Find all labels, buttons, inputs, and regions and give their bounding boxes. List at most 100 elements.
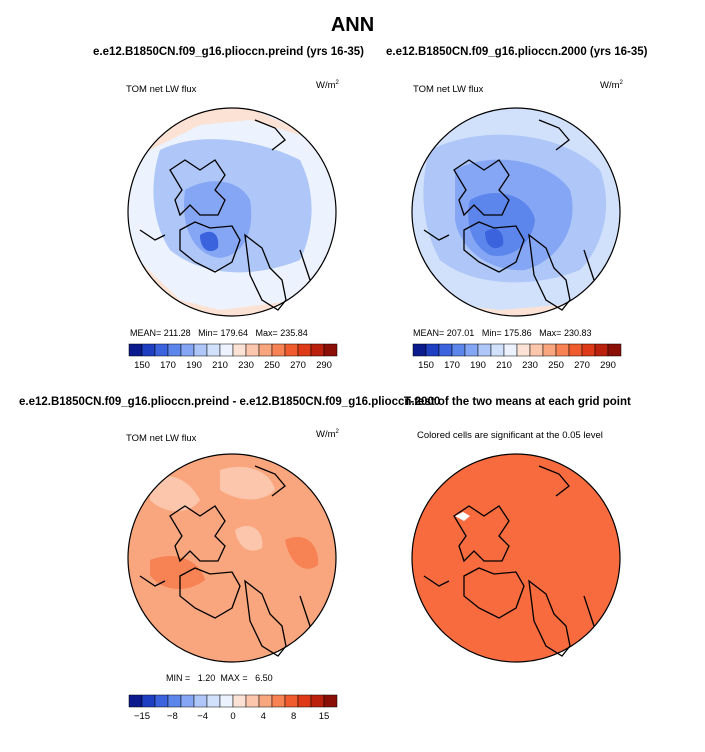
colorbar-difference-swatch: [128, 694, 143, 708]
map-2000: [412, 108, 620, 316]
max-value-difference: 6.50: [255, 673, 273, 683]
colorbar-2000-swatch: [451, 343, 466, 357]
colorbar-difference-swatch: [219, 694, 234, 708]
colorbar-2000-tick-label: 150: [418, 360, 434, 371]
variable-label-2000: TOM net LW flux: [413, 84, 484, 95]
colorbar-2000-swatch: [555, 343, 570, 357]
colorbar-preind: 150 170 190 210 230 250 270 290: [128, 343, 338, 371]
colorbar-2000-swatch: [425, 343, 440, 357]
map-difference-patch-d: [285, 536, 319, 569]
colorbar-2000-tick-label: 170: [444, 360, 460, 371]
page-title: ANN: [330, 14, 375, 36]
colorbar-2000-tick-label: 210: [496, 360, 512, 371]
coastlines-preind: [139, 119, 311, 311]
units-label-difference: W/m2: [316, 429, 339, 441]
colorbar-preind-swatch: [310, 343, 325, 357]
colorbar-preind-swatch: [297, 343, 312, 357]
colorbar-preind-swatch: [180, 343, 195, 357]
map-insignificant-cell: [455, 512, 470, 521]
colorbar-preind-swatch: [154, 343, 169, 357]
min-value-2000: 175.86: [504, 328, 532, 338]
colorbar-difference-swatch: [206, 694, 221, 708]
min-value-difference: 1.20: [197, 673, 216, 683]
colorbar-preind-swatch: [271, 343, 286, 357]
colorbar-preind-swatch: [167, 343, 182, 357]
colorbar-difference-tick-label: 0: [230, 711, 235, 722]
colorbar-preind-tick-label: 170: [160, 360, 176, 371]
colorbar-2000-swatch: [503, 343, 518, 357]
colorbar-preind-tick-label: 250: [264, 360, 280, 371]
units-label-preind: W/m2: [316, 80, 339, 92]
colorbar-preind-swatch: [258, 343, 273, 357]
colorbar-difference-tick-label: −4: [197, 711, 208, 722]
colorbar-2000-tick-label: 230: [522, 360, 538, 371]
colorbar-preind-swatch: [128, 343, 143, 357]
colorbar-difference-tick-label: −8: [167, 711, 178, 722]
colorbar-2000-swatch: [594, 343, 609, 357]
colorbar-preind-swatch: [206, 343, 221, 357]
colorbar-preind-tick-label: 230: [238, 360, 254, 371]
map-significance-base: [412, 454, 620, 662]
colorbar-difference-swatch: [180, 694, 195, 708]
map-difference-patch-b: [220, 466, 275, 500]
colorbar-difference-swatch: [154, 694, 169, 708]
units-label-2000: W/m2: [600, 80, 623, 92]
colorbar-2000-tick-label: 250: [548, 360, 564, 371]
colorbar-preind-swatch: [141, 343, 156, 357]
colorbar-difference-tick-label: −15: [134, 711, 150, 722]
max-value-preind: 235.84: [280, 328, 308, 338]
min-value-preind: 179.64: [220, 328, 248, 338]
colorbar-2000-swatch: [529, 343, 544, 357]
variable-label-difference: TOM net LW flux: [126, 433, 197, 444]
colorbar-2000-swatch: [607, 343, 622, 357]
panel-title-preind: e.e12.B1850CN.f09_g16.plioccn.preind (yr…: [93, 46, 365, 58]
colorbar-2000-swatch: [568, 343, 583, 357]
colorbar-preind-swatch: [323, 343, 338, 357]
colorbar-2000-swatch: [412, 343, 427, 357]
colorbar-difference-swatch: [310, 694, 325, 708]
colorbar-difference-swatch: [284, 694, 299, 708]
colorbar-preind-tick-label: 270: [290, 360, 306, 371]
colorbar-difference-swatch: [141, 694, 156, 708]
colorbar-difference-tick-label: 15: [319, 711, 330, 722]
colorbar-difference-swatch: [297, 694, 312, 708]
max-value-2000: 230.83: [563, 328, 592, 338]
mean-value-preind: 211.28: [163, 328, 191, 338]
stats-preind: MEAN= 211.28 Min= 179.64 Max= 235.84: [130, 328, 308, 338]
colorbar-2000-tick-label: 190: [470, 360, 486, 371]
colorbar-difference-swatch: [271, 694, 286, 708]
mean-value-2000: 207.01: [446, 328, 475, 338]
stats-2000: MEAN= 207.01 Min= 175.86 Max= 230.83: [413, 328, 592, 338]
map-difference-patch-a: [150, 476, 200, 512]
stats-difference: MIN = 1.20 MAX = 6.50: [166, 673, 273, 683]
colorbar-2000-swatch: [464, 343, 479, 357]
colorbar-2000-tick-label: 290: [600, 360, 616, 371]
colorbar-preind-tick-label: 210: [212, 360, 228, 371]
panel-title-2000: e.e12.B1850CN.f09_g16.plioccn.2000 (yrs …: [386, 46, 648, 58]
colorbar-difference-swatch: [258, 694, 273, 708]
coastlines-difference: [139, 465, 311, 657]
colorbar-difference-swatch: [245, 694, 260, 708]
map-preind: [128, 108, 336, 316]
coastlines-significance: [423, 465, 595, 657]
colorbar-2000-swatch: [477, 343, 492, 357]
colorbar-2000-swatch: [490, 343, 505, 357]
panel-title-ttest: T-test of the two means at each grid poi…: [404, 396, 631, 408]
colorbar-preind-swatch: [284, 343, 299, 357]
colorbar-preind-swatch: [193, 343, 208, 357]
colorbar-2000: 150 170 190 210 230 250 270 290: [412, 343, 622, 371]
variable-label-preind: TOM net LW flux: [126, 84, 197, 95]
colorbar-2000-tick-label: 270: [574, 360, 590, 371]
colorbar-difference: −15 −8 −4 0 4 8 15: [128, 694, 338, 722]
colorbar-preind-swatch: [232, 343, 247, 357]
colorbar-difference-tick-label: 4: [261, 711, 266, 722]
colorbar-2000-swatch: [542, 343, 557, 357]
significance-subtitle: Colored cells are significant at the 0.0…: [417, 430, 603, 441]
map-2000-coldest-spot: [485, 228, 504, 249]
colorbar-preind-swatch: [245, 343, 260, 357]
colorbar-difference-swatch: [167, 694, 182, 708]
map-difference-patch-e: [235, 526, 263, 551]
colorbar-2000-swatch: [581, 343, 596, 357]
colorbar-preind-swatch: [219, 343, 234, 357]
